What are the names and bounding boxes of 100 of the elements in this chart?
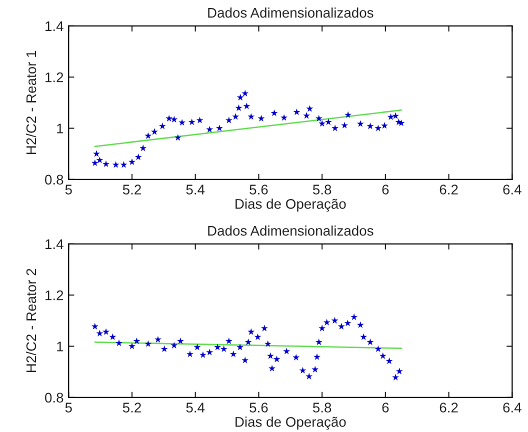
point	[232, 113, 240, 120]
point	[188, 118, 196, 126]
point	[225, 337, 232, 344]
point	[236, 344, 244, 350]
point	[318, 324, 326, 332]
point	[91, 322, 98, 330]
point	[299, 366, 306, 374]
point	[312, 366, 319, 373]
point	[396, 368, 403, 374]
point	[248, 328, 255, 335]
point	[366, 122, 374, 130]
x-tick-label: 6.2	[440, 184, 458, 195]
point	[151, 128, 158, 135]
point	[91, 159, 98, 166]
x-tick-label: 5.8	[312, 402, 332, 413]
point	[236, 94, 244, 101]
point	[270, 109, 278, 116]
y-axis-title: H2/C2 - Reator 2	[26, 268, 36, 372]
point	[268, 364, 276, 372]
x-tick-label: 5.8	[312, 184, 332, 195]
point	[243, 102, 250, 110]
point	[112, 161, 120, 168]
point	[194, 344, 201, 350]
x-tick-label: 6	[382, 402, 389, 413]
x-tick-label: 5	[65, 184, 72, 195]
x-tick-label: 5.2	[122, 402, 141, 413]
point	[120, 161, 128, 168]
point	[331, 317, 338, 324]
point	[128, 158, 136, 166]
point	[214, 344, 222, 350]
point	[93, 150, 100, 157]
point	[144, 132, 152, 139]
y-tick-label: 1.2	[46, 290, 64, 300]
point	[206, 126, 214, 133]
x-axis-title: Dias de Operação	[236, 416, 346, 430]
point	[379, 352, 386, 359]
point	[170, 116, 178, 123]
point	[318, 120, 326, 127]
point	[235, 104, 242, 112]
x-axis-title: Dias de Operação	[236, 198, 346, 212]
point	[230, 350, 237, 358]
point	[332, 124, 339, 132]
point	[374, 345, 382, 352]
point	[170, 342, 178, 348]
point	[206, 348, 214, 356]
y-axis-title: H2/C2 - Reator 1	[26, 50, 36, 154]
x-tick-label: 5.6	[250, 184, 268, 195]
point	[387, 113, 394, 120]
point	[102, 160, 110, 168]
chart-title: Dados Adimensionalizados	[208, 226, 374, 236]
y-tick-label: 1	[57, 124, 64, 134]
point	[116, 340, 123, 346]
point	[266, 352, 274, 359]
point	[344, 320, 352, 326]
point	[140, 144, 147, 152]
x-tick-label: 5.2	[122, 184, 141, 195]
point	[293, 108, 300, 116]
x-tick-label: 5.4	[186, 402, 205, 413]
point	[244, 338, 252, 346]
point	[166, 114, 173, 122]
x-tick-label: 6.4	[503, 184, 522, 195]
point	[280, 114, 288, 121]
x-tick-label: 5.4	[186, 184, 205, 195]
point	[128, 342, 136, 350]
x-tick-label: 6	[382, 184, 389, 195]
point	[196, 116, 204, 124]
y-tick-label: 1	[57, 342, 64, 352]
x-tick-label: 5	[65, 402, 72, 413]
point	[350, 313, 358, 320]
point	[133, 337, 140, 344]
point	[199, 351, 206, 358]
point	[186, 350, 194, 358]
x-tick-label: 6.4	[503, 402, 522, 413]
point	[216, 124, 223, 132]
point	[303, 112, 310, 119]
y-tick-label: 1.2	[46, 72, 64, 82]
point	[258, 114, 265, 122]
point	[356, 321, 364, 328]
point	[134, 154, 142, 160]
point	[314, 353, 321, 360]
point	[392, 112, 400, 119]
x-tick-label: 5.6	[250, 402, 268, 413]
point	[174, 134, 182, 141]
point	[273, 356, 280, 362]
point	[341, 122, 348, 128]
point	[356, 120, 364, 127]
point	[109, 333, 116, 340]
point	[176, 337, 184, 344]
point	[144, 340, 152, 347]
point	[242, 90, 249, 96]
point	[323, 318, 330, 326]
point	[338, 322, 345, 330]
point	[242, 356, 249, 364]
x-tick-label: 6.2	[440, 402, 458, 413]
chart-title: Dados Adimensionalizados	[208, 8, 374, 18]
point	[260, 324, 268, 332]
point	[392, 374, 400, 380]
point	[283, 348, 290, 354]
point	[315, 338, 322, 346]
point	[386, 357, 393, 364]
